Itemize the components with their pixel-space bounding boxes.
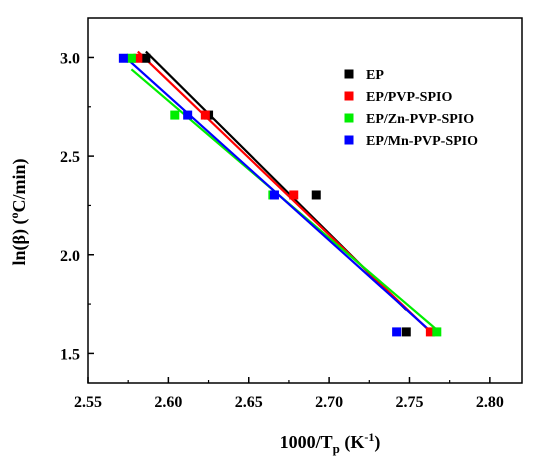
plot-area <box>87 17 523 384</box>
data-point <box>133 53 143 63</box>
data-point <box>118 53 128 63</box>
data-point <box>311 190 321 200</box>
data-point <box>141 53 151 63</box>
data-point <box>269 190 279 200</box>
data-point <box>392 327 402 337</box>
y-tick-label: 3.0 <box>60 50 80 67</box>
x-tick-label: 2.55 <box>74 394 102 411</box>
legend-label: EP/PVP-SPIO <box>366 90 452 105</box>
data-point <box>425 327 435 337</box>
x-tick-label: 2.70 <box>315 394 343 411</box>
y-axis-label: ln(β) (oC/min) <box>7 159 30 266</box>
data-point <box>183 110 193 120</box>
y-tick-label: 1.5 <box>60 346 80 363</box>
plot-frame <box>87 17 523 384</box>
markers <box>118 53 442 337</box>
data-point <box>432 327 442 337</box>
data-point <box>401 327 411 337</box>
data-point <box>126 53 136 63</box>
x-tick-label: 2.75 <box>395 394 423 411</box>
x-tick-label: 2.80 <box>476 394 504 411</box>
legend-label: EP/Mn-PVP-SPIO <box>366 134 478 149</box>
x-tick-label: 2.60 <box>154 394 182 411</box>
legend-label: EP/Zn-PVP-SPIO <box>366 112 474 127</box>
legend-marker <box>344 69 354 79</box>
legend-marker <box>344 135 354 145</box>
data-point <box>289 190 299 200</box>
axes: 2.55 2.60 2.65 2.70 2.75 2.80 1.5 2.0 2.5 3.0 <box>60 50 504 411</box>
y-tick-label: 2.5 <box>60 149 80 166</box>
x-tick-label: 2.65 <box>235 394 263 411</box>
data-point <box>200 110 210 120</box>
legend-marker <box>344 113 354 123</box>
data-point <box>170 110 180 120</box>
y-tick-label: 2.0 <box>60 248 80 265</box>
x-axis-label: 1000/Tp (K-1) <box>280 430 381 456</box>
legend: EP EP/PVP-SPIO EP/Zn-PVP-SPIO EP/Mn-PVP-SPI… <box>344 68 478 149</box>
fit-line <box>137 50 432 333</box>
legend-label: EP <box>366 68 384 83</box>
legend-marker <box>344 91 354 101</box>
